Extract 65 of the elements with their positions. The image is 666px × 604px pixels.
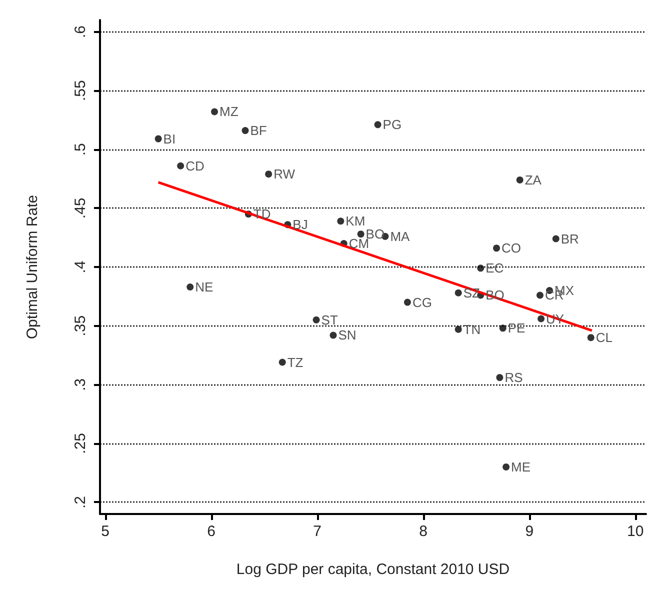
- point: [496, 374, 504, 382]
- annotation: NE: [195, 279, 214, 294]
- point: [242, 127, 249, 134]
- annotation: TZ: [287, 354, 304, 370]
- point: [499, 324, 506, 332]
- point: [493, 244, 500, 252]
- y-tick-label: .3: [72, 378, 89, 391]
- annotation: CO: [502, 240, 522, 256]
- point: [177, 162, 184, 170]
- point: [154, 135, 162, 142]
- point: [337, 218, 344, 225]
- annotation: SN: [338, 328, 356, 343]
- annotation: MA: [390, 228, 410, 244]
- annotation: TN: [463, 322, 481, 337]
- annotation: RS: [504, 370, 524, 386]
- annotation: CD: [186, 158, 204, 174]
- point: [538, 315, 545, 322]
- annotation: ZA: [524, 172, 542, 188]
- x-tick-label: 7: [313, 523, 322, 540]
- point: [536, 292, 544, 299]
- y-tick-label: .45: [72, 198, 89, 219]
- x-tick-label: 10: [627, 523, 644, 540]
- point: [404, 298, 411, 306]
- point: [552, 235, 560, 242]
- y-tick-label: .55: [72, 80, 89, 101]
- point: [312, 316, 320, 324]
- y-tick-label: .6: [72, 26, 89, 38]
- point: [502, 463, 510, 470]
- y-axis-title: Optimal Uniform Rate: [24, 194, 41, 340]
- annotation: MZ: [220, 104, 238, 120]
- annotation: RW: [274, 166, 296, 182]
- point: [278, 358, 286, 366]
- point: [454, 326, 462, 333]
- point: [211, 108, 218, 116]
- point: [357, 230, 364, 238]
- annotation: PE: [508, 320, 526, 336]
- annotation: BI: [163, 131, 176, 146]
- annotation: EC: [486, 260, 504, 276]
- point: [587, 334, 594, 342]
- annotation: PG: [382, 117, 402, 132]
- y-tick-label: .25: [72, 433, 89, 454]
- point: [477, 264, 484, 272]
- point: [516, 176, 524, 184]
- annotation: CG: [412, 294, 432, 310]
- x-tick-label: 5: [101, 523, 110, 540]
- point: [454, 289, 462, 296]
- point: [374, 121, 382, 128]
- y-tick-label: .5: [72, 143, 89, 156]
- annotation: KM: [346, 214, 366, 229]
- annotation: ME: [511, 459, 531, 474]
- y-tick-label: .35: [72, 315, 89, 336]
- annotation: BJ: [292, 217, 308, 232]
- annotation: BR: [560, 231, 579, 246]
- point: [330, 332, 337, 339]
- x-tick-label: 6: [207, 523, 216, 540]
- x-tick-label: 8: [419, 523, 428, 540]
- y-tick-label: .2: [72, 496, 89, 508]
- point: [265, 170, 272, 178]
- y-tick-label: .4: [72, 260, 89, 274]
- x-tick-label: 9: [525, 523, 534, 540]
- annotation: BF: [250, 123, 267, 138]
- x-axis-title: Log GDP per capita, Constant 2010 USD: [236, 561, 510, 578]
- point: [186, 283, 194, 290]
- annotation: ST: [321, 312, 338, 328]
- annotation: CL: [596, 330, 612, 346]
